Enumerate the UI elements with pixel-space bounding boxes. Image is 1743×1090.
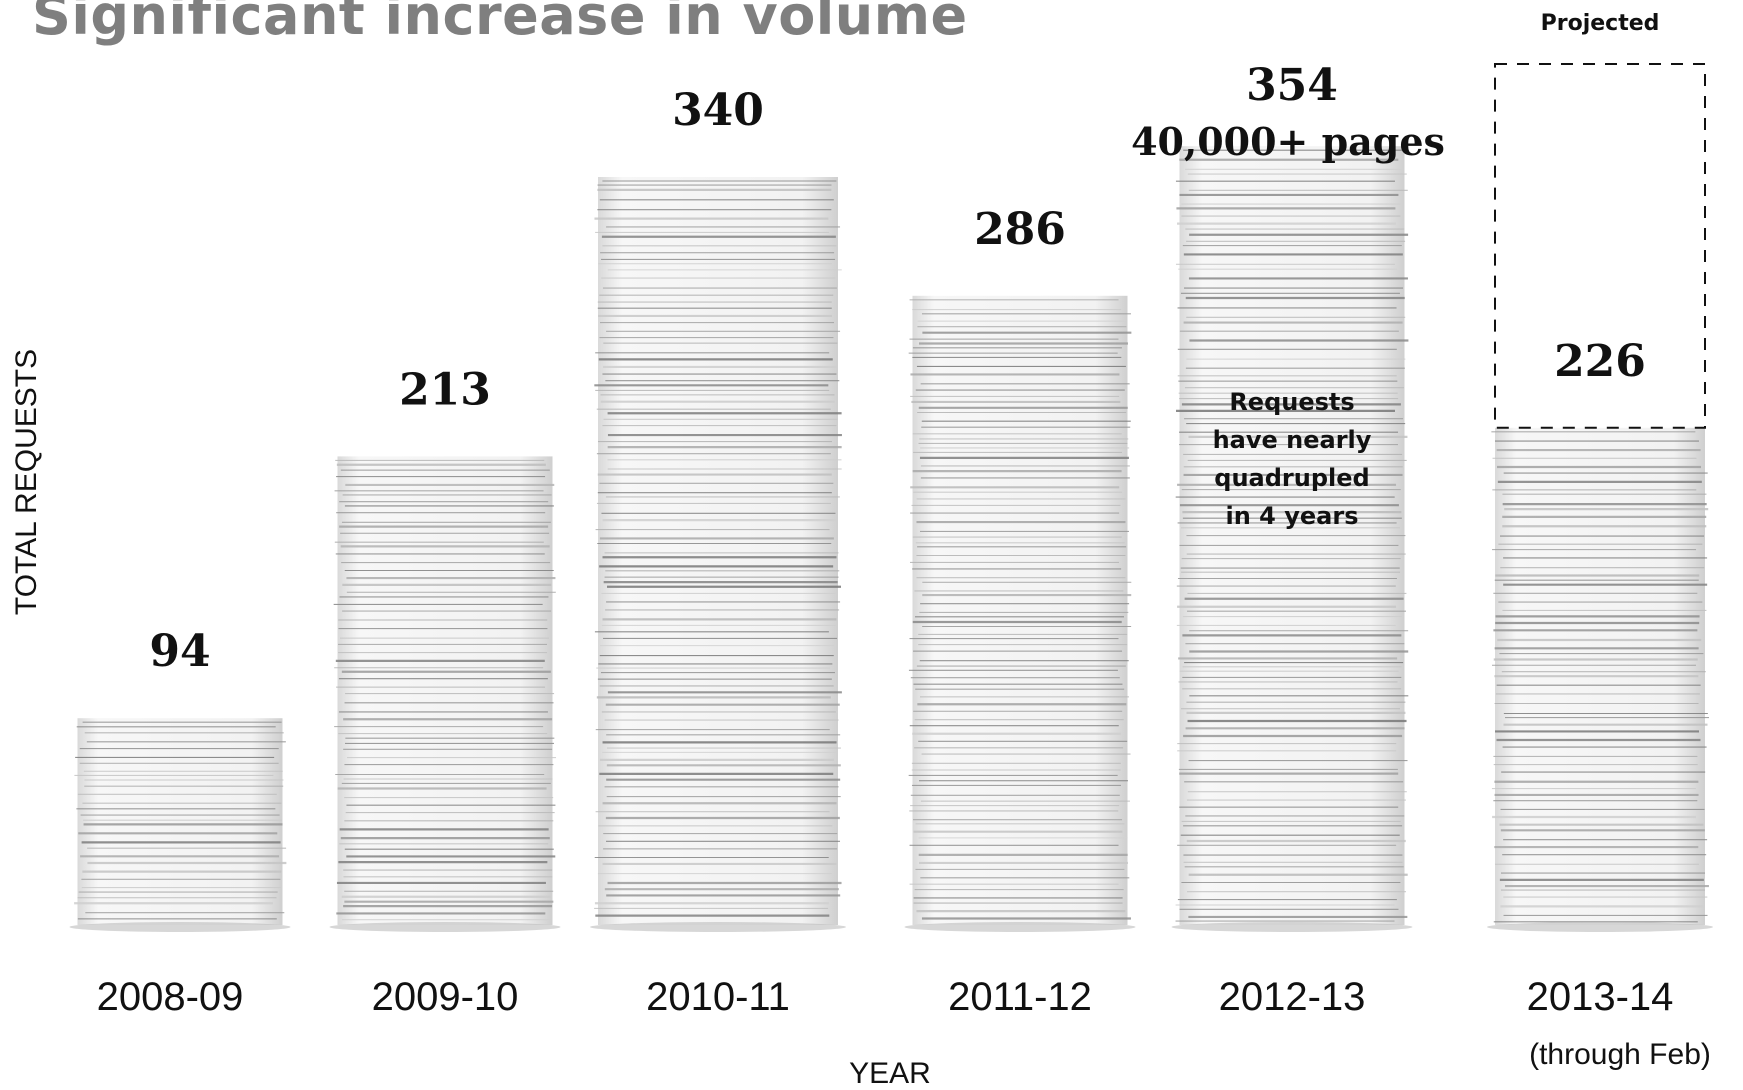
annotation-line: have nearly: [1213, 426, 1372, 454]
labels-layer: 94 2008-09 213 2009-10 340 2010-11 286 2011-12 3…: [97, 60, 1711, 1071]
value-label: 354: [1246, 60, 1338, 111]
category-label: 2009-10: [372, 975, 519, 1019]
paper-stack: [77, 718, 283, 925]
category-label: 2012-13: [1219, 975, 1366, 1019]
category-label: 2008-09: [97, 975, 244, 1019]
annotation-line: in 4 years: [1226, 502, 1359, 530]
paper-stack: [598, 177, 838, 925]
bar-2008-09: [69, 718, 291, 932]
value-label: 213: [399, 364, 491, 415]
category-label: 2013-14: [1527, 975, 1674, 1019]
value-label: 94: [149, 626, 210, 677]
stack-shadow: [590, 922, 846, 932]
category-label: 2011-12: [948, 975, 1092, 1019]
bar-2013-14: [1487, 427, 1713, 932]
category-note: (through Feb): [1529, 1038, 1711, 1071]
stack-shadow: [1487, 922, 1713, 932]
bars-layer: [69, 146, 1713, 932]
stack-shadow: [69, 922, 291, 932]
pages-label: 40,000+ pages: [1131, 119, 1445, 164]
annotation-line: quadrupled: [1214, 464, 1369, 492]
stack-shadow: [904, 922, 1136, 932]
paper-stack: [337, 456, 553, 925]
y-axis-label: TOTAL REQUESTS: [10, 349, 43, 615]
value-label: 226: [1554, 336, 1646, 387]
value-label: 340: [672, 85, 764, 136]
bar-2011-12: [904, 295, 1136, 932]
category-label: 2010-11: [646, 975, 790, 1019]
stack-shadow: [1171, 922, 1413, 932]
chart-title: Significant increase in volume: [32, 0, 968, 47]
stack-shadow: [329, 922, 561, 932]
bar-2009-10: [329, 456, 561, 932]
bar-2012-13: [1171, 146, 1413, 932]
value-label: 286: [974, 204, 1066, 255]
bar-2010-11: [590, 177, 846, 932]
x-axis-label: YEAR: [849, 1057, 931, 1090]
annotation-line: Requests: [1229, 388, 1354, 416]
projected-label: Projected: [1541, 11, 1660, 36]
